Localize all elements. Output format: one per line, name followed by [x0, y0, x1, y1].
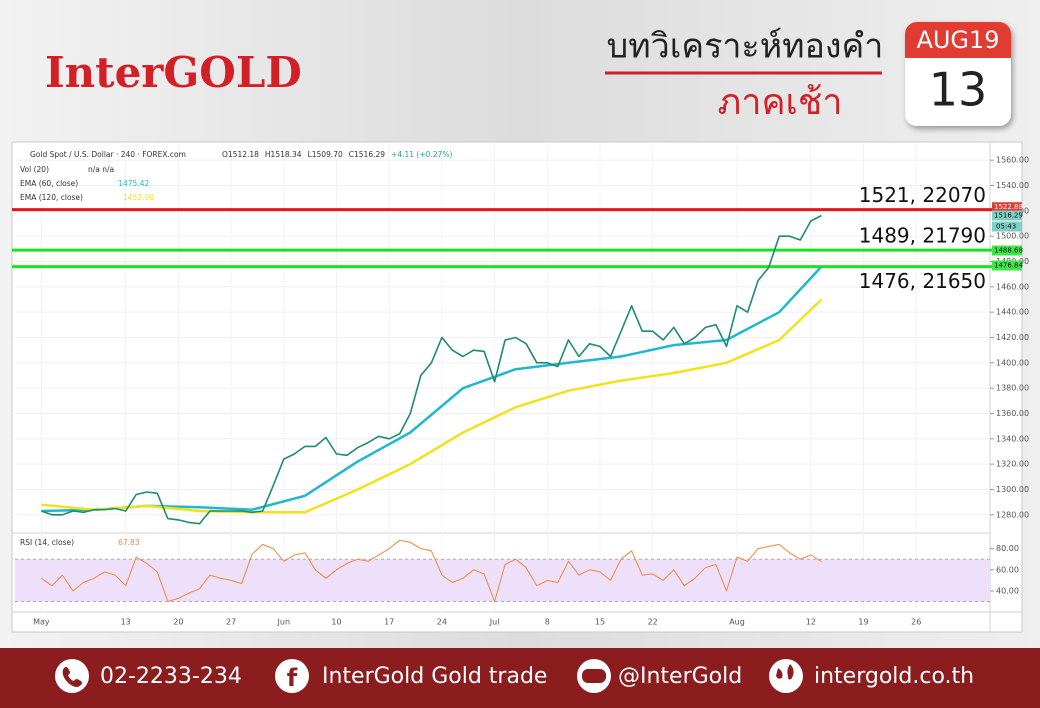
rsi-value: 67.83 [118, 538, 140, 547]
legend-value: 1475.42 [118, 179, 149, 188]
ohlc: C1516.29 [349, 150, 385, 159]
facebook-glyph: f [287, 664, 298, 692]
rsi-line [41, 539, 822, 602]
x-tick-label: 17 [384, 618, 394, 627]
x-tick-label: 27 [226, 618, 236, 627]
y-tick-label: 1460.00 [996, 282, 1029, 291]
x-tick-label: 13 [121, 618, 131, 627]
price-tag-label: 1522.88 [994, 203, 1023, 211]
chart-panel [11, 141, 1023, 633]
x-tick-label: Jun [277, 618, 291, 627]
facebook-icon [275, 659, 309, 693]
y-tick-label: 1280.00 [996, 510, 1029, 519]
legend-value: 1452.90 [123, 193, 154, 202]
countdown-box [992, 221, 1022, 232]
line-glyph [582, 669, 606, 683]
phone-icon [55, 659, 89, 693]
x-tick-label: Jul [489, 618, 500, 627]
x-tick-label: 24 [437, 618, 447, 627]
ema-line [41, 298, 823, 514]
y-tick-label: 1420.00 [996, 333, 1029, 342]
x-tick-label: 12 [806, 618, 816, 627]
y-tick-label: 1440.00 [996, 308, 1029, 317]
price-tag-label: 1488.68 [994, 247, 1023, 255]
x-tick-label: 8 [545, 618, 550, 627]
legend-name: EMA (60, close) [20, 179, 78, 188]
x-tick-label: 22 [648, 618, 658, 627]
x-tick-label: Aug [729, 618, 745, 627]
symbol: Gold Spot / U.S. Dollar · 240 · FOREX.co… [30, 150, 186, 159]
price-tag [992, 260, 1022, 271]
x-tick-label: 15 [595, 618, 605, 627]
y-tick-label: 1340.00 [996, 434, 1029, 443]
contact-line: @InterGold [618, 664, 742, 689]
x-tick-label: 19 [858, 618, 868, 627]
price-line [41, 214, 822, 525]
ohlc: L1509.70 [308, 150, 343, 159]
y-tick-label: 1500.00 [996, 232, 1029, 241]
price-tag [992, 210, 1022, 221]
price-tag [992, 202, 1022, 213]
ohlc: +4.11 (+0.27%) [391, 150, 452, 159]
price-tag-label: 1516.29 [994, 212, 1023, 220]
y-tick-label: 1320.00 [996, 460, 1029, 469]
web-icon [769, 659, 803, 693]
contact-phone: 02-2233-234 [100, 664, 242, 689]
countdown: 05:43 [996, 223, 1016, 231]
subtitle: ภาคเช้า [718, 82, 843, 123]
level-label: 1489, 21790 [859, 224, 986, 248]
contact-facebook: InterGold Gold trade [322, 664, 547, 689]
y-tick-label: 1560.00 [996, 156, 1029, 165]
footer-bar [0, 648, 1040, 708]
level-label: 1476, 21650 [859, 269, 986, 293]
volume-name: Vol (20) [20, 165, 49, 174]
brand: InterGOLD [45, 48, 302, 97]
y-tick-label: 40.00 [996, 586, 1019, 595]
ohlc: O1512.18 [222, 150, 259, 159]
web-glyph [776, 664, 794, 680]
calendar-day: 13 [929, 63, 988, 117]
ema-line [41, 265, 823, 513]
y-tick-label: 80.00 [996, 544, 1019, 553]
volume-value: n/a n/a [88, 165, 114, 174]
contact-web: intergold.co.th [814, 664, 974, 689]
x-tick-label: 10 [331, 618, 341, 627]
y-tick-label: 1300.00 [996, 485, 1029, 494]
y-tick-label: 60.00 [996, 565, 1019, 574]
x-tick-label: 26 [911, 618, 921, 627]
title: บทวิเคราะห์ทองคำ [607, 27, 884, 67]
y-tick-label: 1400.00 [996, 358, 1029, 367]
phone-glyph [62, 667, 82, 687]
rsi-name: RSI (14, close) [20, 538, 74, 547]
calendar-month: AUG19 [916, 26, 999, 54]
calendar-top [905, 22, 1011, 58]
plot: 1280.001300.001320.001340.001360.001380.… [12, 145, 1029, 627]
x-tick-label: 20 [173, 618, 183, 627]
x-tick-label: May [33, 618, 50, 627]
rsi-band [15, 559, 990, 602]
calendar [905, 22, 1011, 126]
price-tag-label: 1476.84 [994, 262, 1023, 270]
y-tick-label: 1540.00 [996, 181, 1029, 190]
y-tick-label: 1380.00 [996, 384, 1029, 393]
y-tick-label: 1360.00 [996, 409, 1029, 418]
level-label: 1521, 22070 [859, 183, 986, 207]
price-tag [992, 245, 1022, 256]
ohlc: H1518.34 [265, 150, 302, 159]
legend-name: EMA (120, close) [20, 193, 83, 202]
